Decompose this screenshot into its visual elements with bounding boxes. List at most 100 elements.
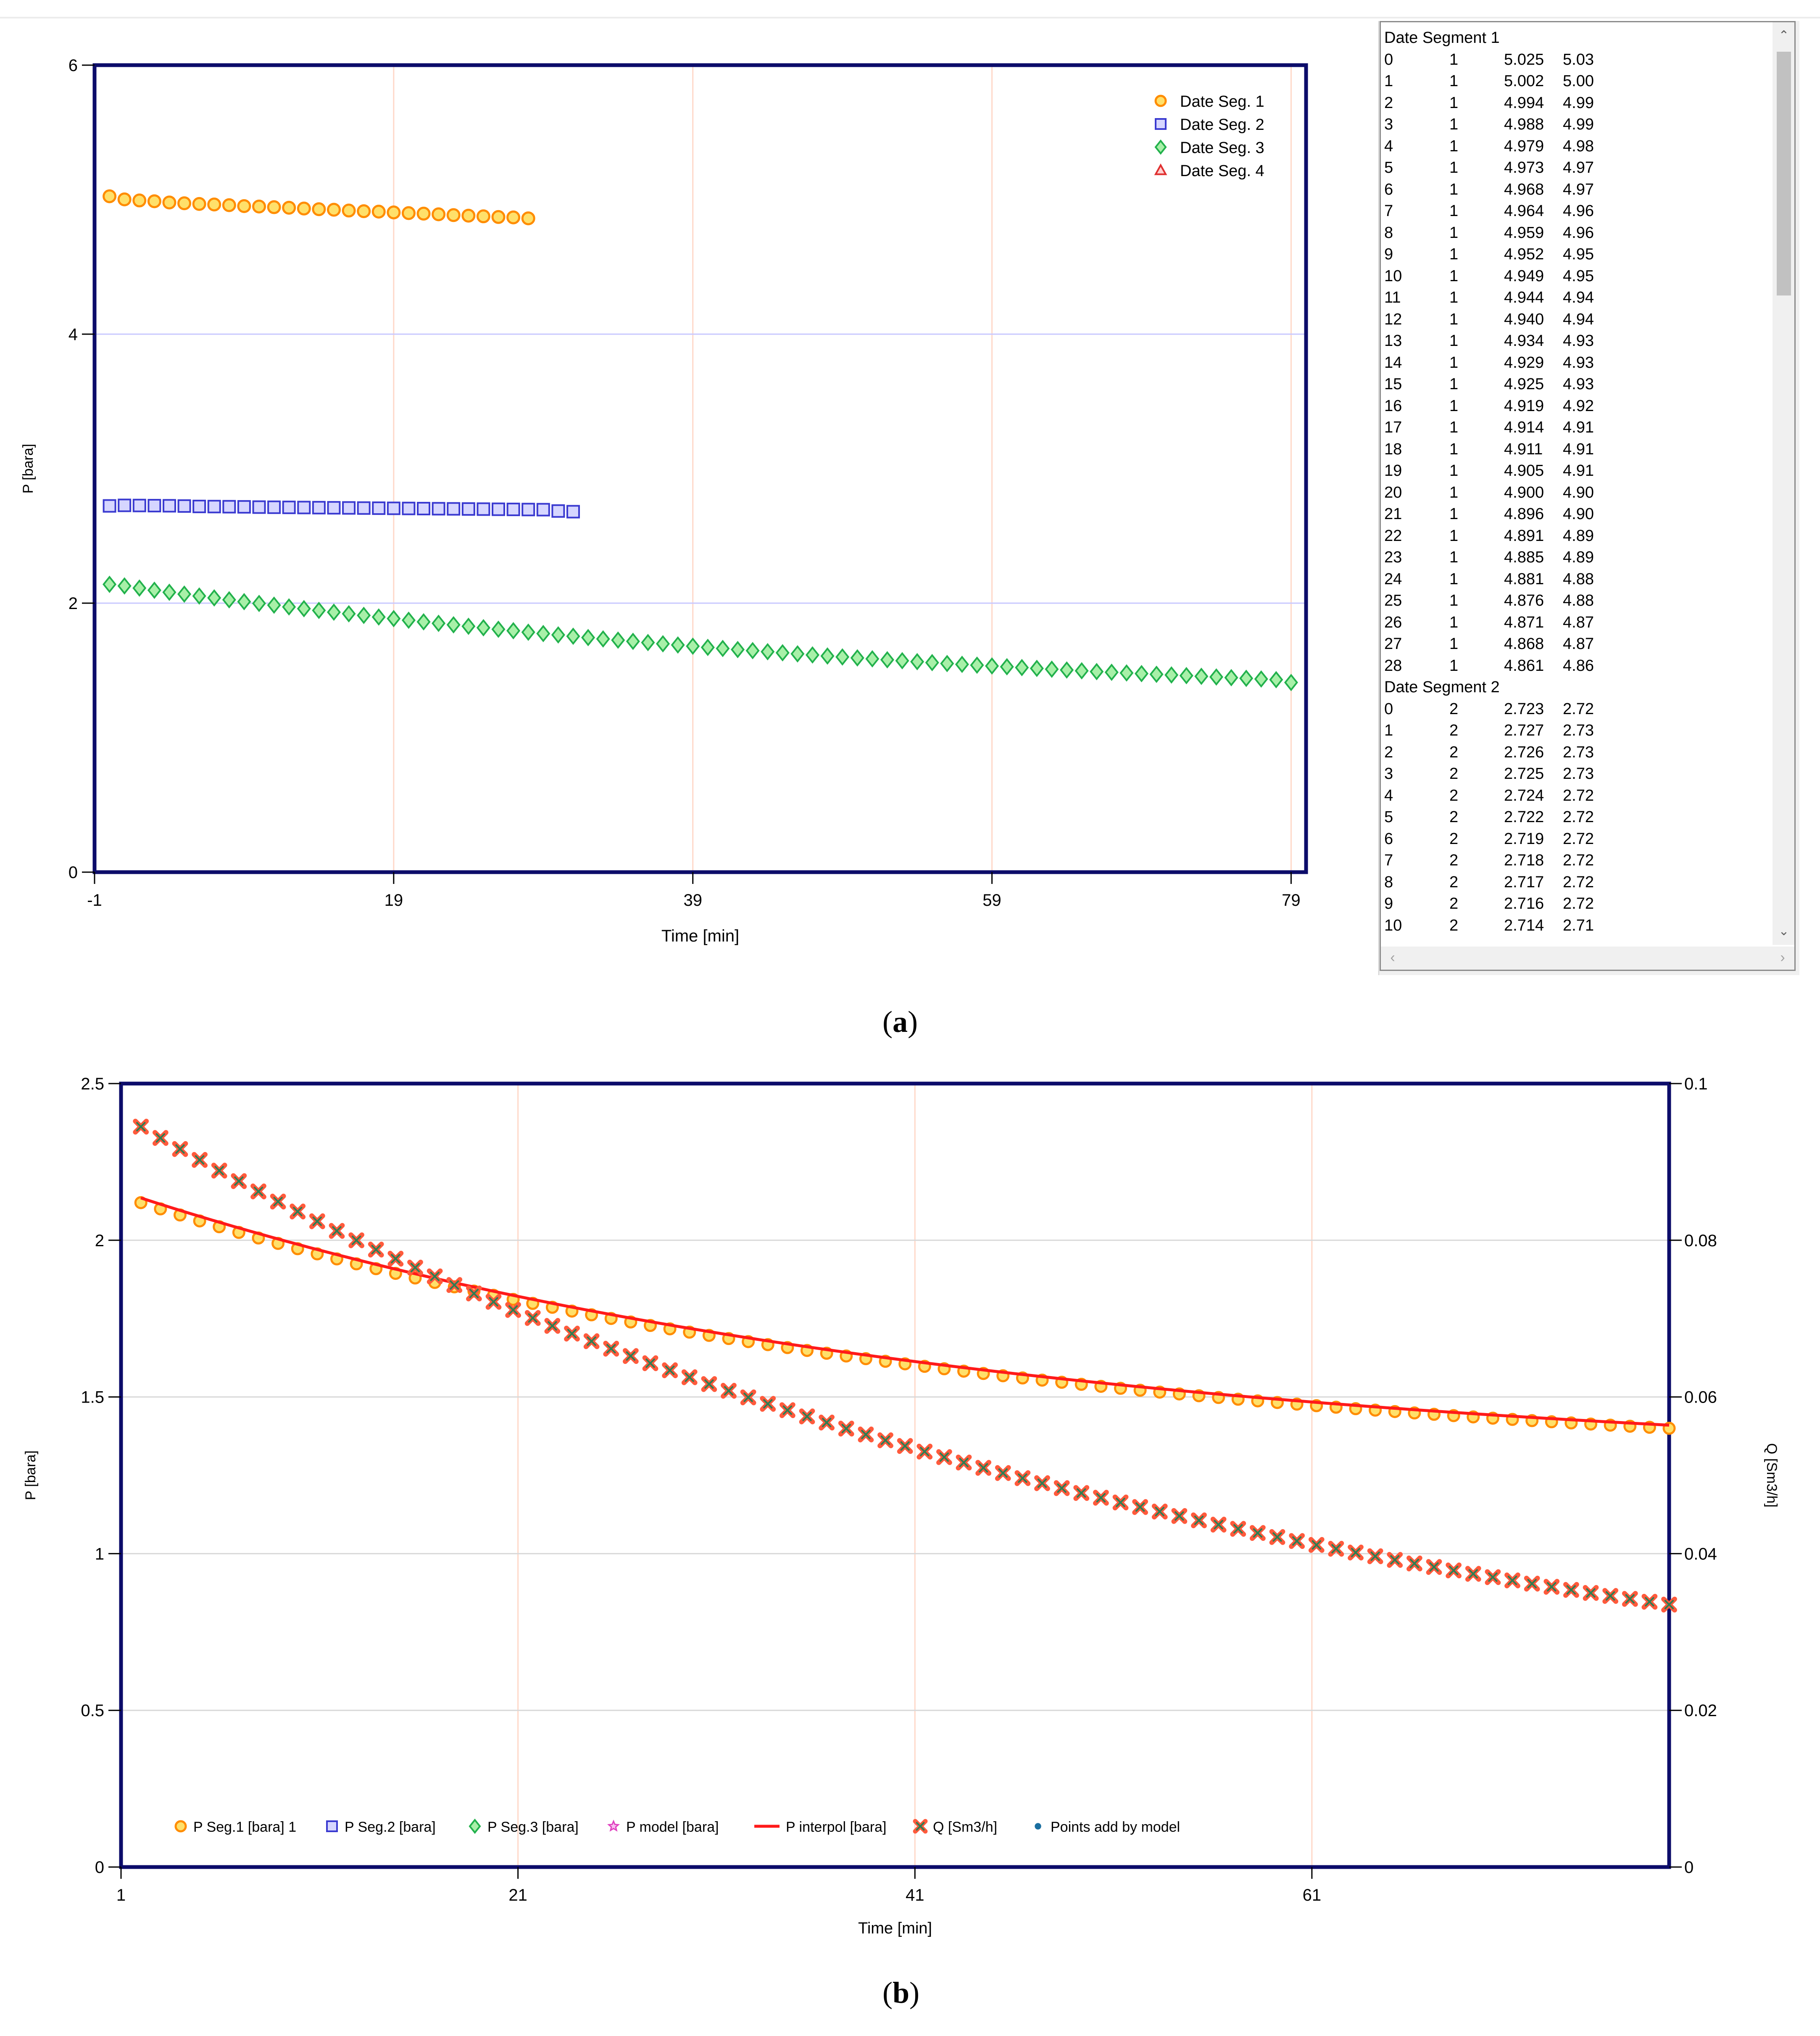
list-item[interactable]: 10 1 4.949 4.95 [1384, 266, 1775, 287]
list-item[interactable]: 9 2 2.716 2.72 [1384, 893, 1775, 915]
list-cell: 14 [1384, 353, 1402, 372]
data-point [897, 1438, 913, 1454]
list-item[interactable]: 4 2 2.724 2.72 [1384, 785, 1775, 807]
list-item[interactable]: 9 1 4.952 4.95 [1384, 244, 1775, 266]
list-item[interactable]: 6 1 4.968 4.97 [1384, 179, 1775, 201]
data-point [603, 1340, 619, 1357]
data-point [1134, 665, 1149, 683]
list-item[interactable]: 12 1 4.940 4.94 [1384, 309, 1775, 331]
data-point [1164, 666, 1179, 684]
list-item[interactable]: 8 2 2.717 2.72 [1384, 872, 1775, 894]
list-item[interactable]: 7 1 4.964 4.96 [1384, 200, 1775, 222]
list-item[interactable]: 8 1 4.959 4.96 [1384, 222, 1775, 244]
list-item[interactable]: 24 1 4.881 4.88 [1384, 569, 1775, 591]
list-item[interactable]: 23 1 4.885 4.89 [1384, 547, 1775, 569]
chart-a: 0 2 4 6 -1 19 39 59 79 Time [min] P [bara] Date Seg… [20, 56, 1308, 945]
list-item[interactable]: 21 1 4.896 4.90 [1384, 504, 1775, 525]
list-item[interactable]: 27 1 4.868 4.87 [1384, 633, 1775, 655]
list-item[interactable]: 2 1 4.994 4.99 [1384, 92, 1775, 114]
data-point [357, 501, 371, 515]
data-point [312, 601, 326, 619]
list-cell: 6 [1384, 830, 1393, 848]
y-tick-label: 6 [68, 56, 78, 75]
vertical-scrollbar[interactable]: ⌃ ⌄ [1773, 22, 1794, 945]
y2-tick-label: 0.04 [1684, 1545, 1717, 1563]
data-point [118, 498, 132, 512]
list-item[interactable]: 7 2 2.718 2.72 [1384, 850, 1775, 872]
list-item[interactable]: 28 1 4.861 4.86 [1384, 655, 1775, 677]
data-point [207, 500, 221, 514]
chevron-down-icon[interactable]: ⌄ [1778, 924, 1789, 938]
list-item[interactable]: 1 2 2.727 2.73 [1384, 720, 1775, 742]
chevron-up-icon[interactable]: ⌃ [1778, 29, 1789, 42]
list-item[interactable]: 25 1 4.876 4.88 [1384, 590, 1775, 612]
x-tick-label: 41 [906, 1886, 924, 1904]
list-item[interactable]: 16 1 4.919 4.92 [1384, 396, 1775, 417]
list-item[interactable]: 18 1 4.911 4.91 [1384, 439, 1775, 461]
list-item[interactable]: 5 2 2.722 2.72 [1384, 807, 1775, 828]
list-item[interactable]: 0 1 5.025 5.03 [1384, 49, 1775, 71]
list-item[interactable]: 11 1 4.944 4.94 [1384, 287, 1775, 309]
list-item[interactable]: 17 1 4.914 4.91 [1384, 417, 1775, 439]
data-point [1104, 663, 1119, 681]
list-item[interactable]: 19 1 4.905 4.91 [1384, 460, 1775, 482]
x-stroke [312, 1216, 322, 1226]
list-cell: 2.714 [1504, 916, 1544, 931]
list-cell: 4.91 [1563, 440, 1594, 458]
list-item[interactable]: 6 2 2.719 2.72 [1384, 828, 1775, 850]
list-item[interactable]: 13 1 4.934 4.93 [1384, 330, 1775, 352]
data-point [524, 1310, 541, 1326]
data-point [536, 625, 550, 643]
x-axis-label: Time [min] [858, 1920, 932, 1937]
list-item[interactable]: 10 2 2.714 2.71 [1384, 915, 1775, 931]
data-point [432, 207, 446, 222]
list-cell: 1 [1449, 180, 1459, 198]
list-item[interactable]: 20 1 4.900 4.90 [1384, 482, 1775, 504]
series-q [133, 1118, 1677, 1613]
data-point [1075, 662, 1089, 680]
list-cell: 3 [1384, 765, 1393, 783]
list-item[interactable]: 15 1 4.925 4.93 [1384, 374, 1775, 396]
list-cell: 1 [1449, 94, 1459, 112]
data-point [819, 1414, 835, 1431]
y-tick-label: 2 [95, 1232, 104, 1250]
x-stroke [155, 1133, 166, 1143]
list-item[interactable]: 3 1 4.988 4.99 [1384, 114, 1775, 136]
x-stroke [959, 1457, 969, 1468]
data-point [505, 1302, 521, 1318]
list-cell: 4.94 [1563, 310, 1594, 328]
data-point [250, 1183, 266, 1200]
scroll-thumb[interactable] [1777, 52, 1791, 295]
x-tick-label: 59 [982, 891, 1001, 910]
data-point [820, 647, 835, 665]
list-item[interactable]: 2 2 2.726 2.73 [1384, 742, 1775, 764]
data-point [790, 645, 805, 663]
horizontal-scrollbar[interactable]: ‹ › [1381, 947, 1794, 970]
list-item[interactable]: 22 1 4.891 4.89 [1384, 525, 1775, 547]
data-listbox[interactable]: Date Segment 1 0 1 5.025 5.03 1 1 5.002 5.00 2 1 4.… [1380, 21, 1796, 971]
data-point [895, 652, 909, 670]
list-cell: 23 [1384, 549, 1402, 566]
data-point [662, 1362, 678, 1379]
chevron-left-icon[interactable]: ‹ [1390, 949, 1395, 965]
list-item[interactable]: 0 2 2.723 2.72 [1384, 699, 1775, 720]
x-stroke [469, 1288, 479, 1299]
list-item[interactable]: 3 2 2.725 2.73 [1384, 763, 1775, 785]
list-item[interactable]: 5 1 4.973 4.97 [1384, 157, 1775, 179]
list-item[interactable]: 4 1 4.979 4.98 [1384, 136, 1775, 158]
list-item[interactable]: 1 1 5.002 5.00 [1384, 71, 1775, 92]
data-point [432, 614, 446, 632]
list-cell: 4.98 [1563, 137, 1594, 155]
list-item[interactable]: 26 1 4.871 4.87 [1384, 612, 1775, 634]
chevron-right-icon[interactable]: › [1780, 949, 1785, 965]
data-point [805, 646, 820, 664]
x-stroke [1135, 1502, 1145, 1512]
list-cell: 4.964 [1504, 202, 1544, 220]
list-item[interactable]: 14 1 4.929 4.93 [1384, 352, 1775, 374]
data-point [491, 620, 506, 638]
data-point [1289, 1533, 1305, 1549]
data-point [910, 653, 924, 670]
x-stroke [586, 1336, 597, 1346]
data-point [975, 1460, 991, 1476]
list-cell: 2 [1449, 700, 1459, 718]
